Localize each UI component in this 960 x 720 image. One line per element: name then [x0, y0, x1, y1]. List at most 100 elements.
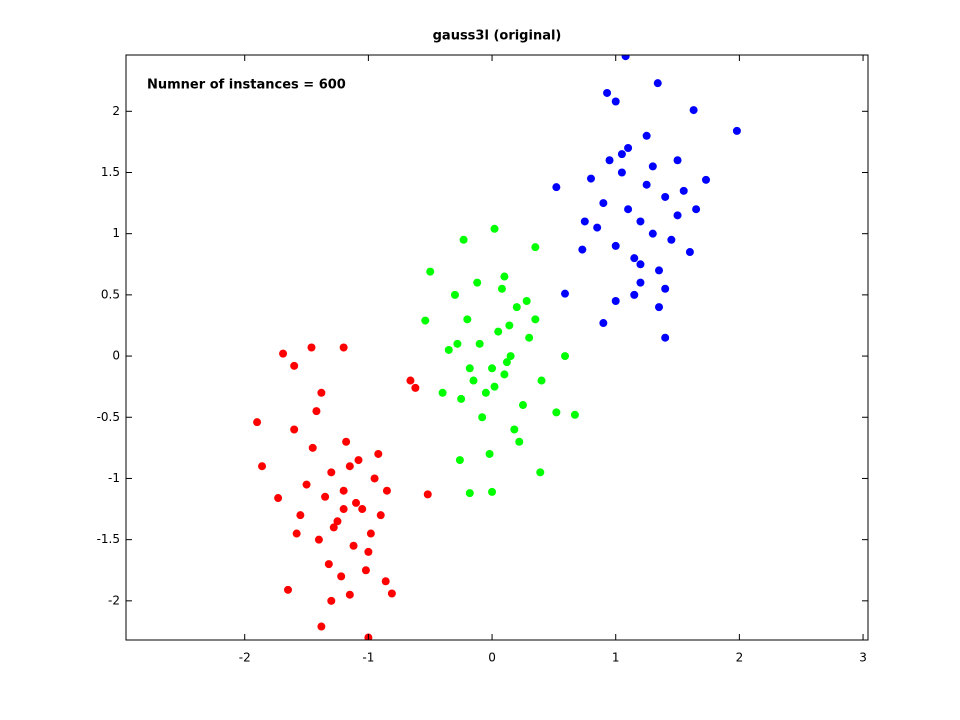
point	[327, 596, 336, 605]
x-tick-label: 1	[612, 651, 620, 665]
point	[307, 343, 316, 352]
point	[603, 88, 612, 97]
point	[438, 388, 447, 397]
point	[506, 352, 515, 361]
point	[599, 319, 608, 328]
point	[536, 468, 545, 477]
point	[510, 425, 519, 434]
point	[358, 505, 367, 514]
point	[387, 589, 396, 598]
point	[500, 272, 509, 281]
point	[349, 541, 358, 550]
point	[586, 174, 595, 183]
point	[411, 383, 420, 392]
point	[531, 243, 540, 252]
point	[661, 284, 670, 293]
point	[473, 278, 482, 287]
point	[314, 535, 323, 544]
point	[337, 572, 346, 581]
annotation: Numner of instances = 600	[147, 78, 346, 93]
point	[274, 494, 283, 503]
point	[624, 144, 633, 153]
point	[561, 352, 570, 361]
point	[455, 456, 464, 465]
y-tick-label: -1.5	[97, 532, 120, 546]
y-tick-label: 1	[112, 226, 120, 240]
point	[345, 590, 354, 599]
point	[561, 289, 570, 298]
point	[258, 462, 267, 471]
point	[552, 183, 561, 192]
point	[525, 333, 534, 342]
point	[354, 456, 363, 465]
point	[290, 361, 299, 370]
point	[689, 106, 698, 115]
plot	[253, 55, 741, 640]
point	[333, 517, 342, 526]
point	[342, 437, 351, 446]
point	[494, 327, 503, 336]
point	[611, 296, 620, 305]
point	[621, 55, 630, 61]
plot-frame	[125, 54, 869, 641]
point	[321, 492, 330, 501]
point	[327, 468, 336, 477]
point	[673, 211, 682, 220]
point	[570, 410, 579, 419]
point	[611, 241, 620, 250]
point	[636, 278, 645, 287]
y-tick-label: 1.5	[101, 165, 120, 179]
point	[642, 180, 651, 189]
point	[636, 260, 645, 269]
point	[324, 560, 333, 569]
point	[512, 303, 521, 312]
point	[339, 505, 348, 514]
point	[312, 407, 321, 416]
point	[381, 577, 390, 586]
point	[457, 394, 466, 403]
point	[382, 486, 391, 495]
point	[630, 290, 639, 299]
point	[426, 267, 435, 276]
point	[648, 229, 657, 238]
y-tick-label: 2	[112, 104, 120, 118]
point	[364, 547, 373, 556]
point	[500, 370, 509, 379]
y-tick-label: -1	[108, 471, 120, 485]
point	[339, 486, 348, 495]
point	[661, 333, 670, 342]
x-tick-label: -2	[239, 651, 251, 665]
point	[661, 192, 670, 201]
point	[478, 413, 487, 422]
point	[655, 266, 664, 275]
point	[292, 529, 301, 538]
point	[421, 316, 430, 325]
point	[317, 622, 326, 631]
point	[505, 321, 514, 330]
point	[552, 408, 561, 417]
point	[296, 511, 305, 520]
point	[497, 284, 506, 293]
point	[701, 175, 710, 184]
point	[490, 382, 499, 391]
point	[361, 566, 370, 575]
point	[253, 418, 262, 427]
point	[406, 376, 415, 385]
point	[345, 462, 354, 471]
point	[490, 224, 499, 233]
point	[374, 449, 383, 458]
point	[465, 489, 474, 498]
point	[679, 186, 688, 195]
point	[642, 131, 651, 140]
point	[630, 254, 639, 263]
y-tick-label: -2	[108, 593, 120, 607]
point	[531, 315, 540, 324]
point	[488, 487, 497, 496]
point	[376, 511, 385, 520]
point	[605, 156, 614, 165]
x-tick-label: -1	[362, 651, 374, 665]
point	[463, 315, 472, 324]
x-tick-label: 2	[736, 651, 744, 665]
point	[317, 388, 326, 397]
point	[648, 162, 657, 171]
